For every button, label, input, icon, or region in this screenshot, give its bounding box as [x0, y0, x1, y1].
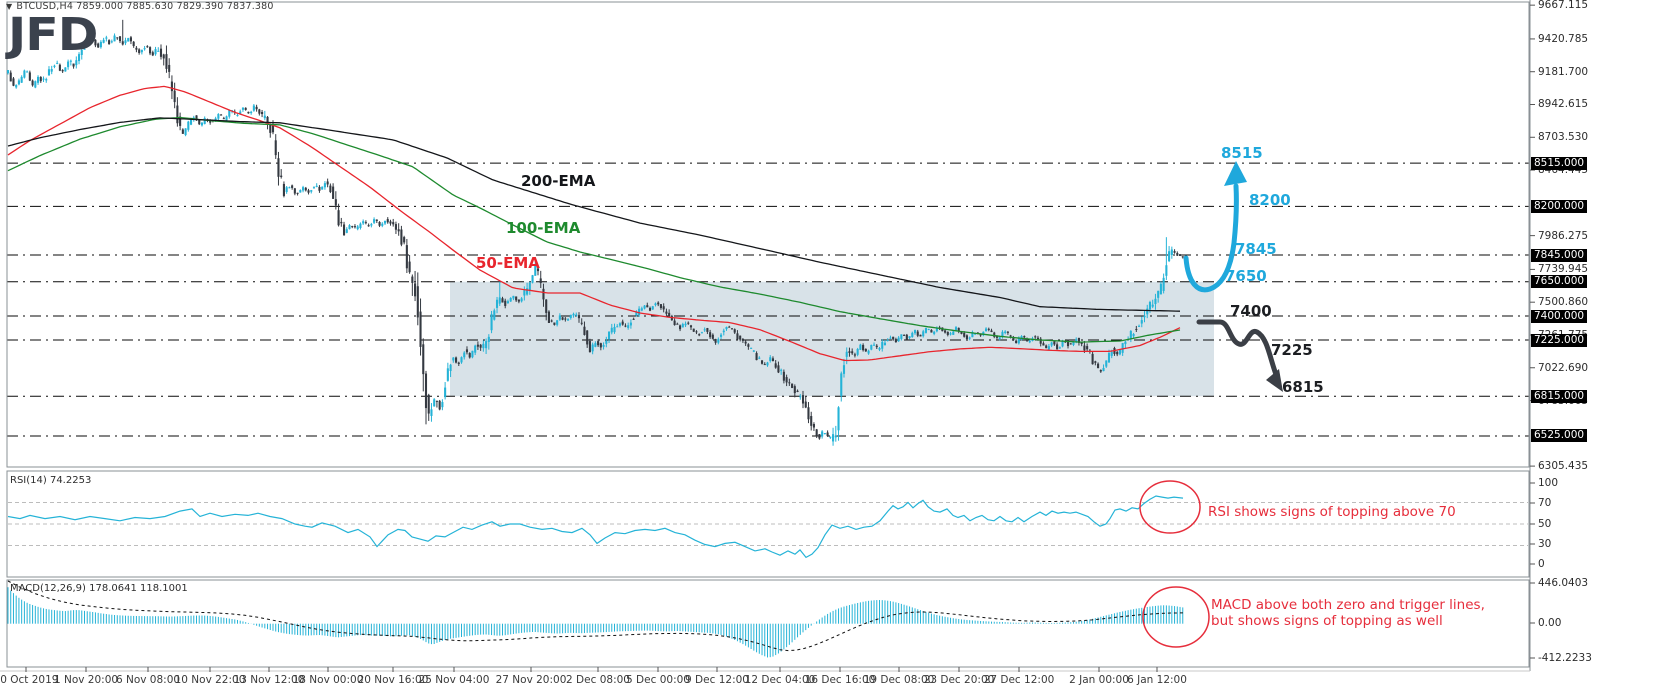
macd-signal-line — [7, 580, 1184, 652]
rsi-axis-label: 70 — [1538, 497, 1552, 509]
time-axis-label: 20 Nov 16:00 — [357, 674, 429, 686]
target-price-tag-6815[interactable]: 6815 — [1282, 378, 1324, 396]
time-axis-label: 12 Dec 04:00 — [744, 674, 816, 686]
time-axis-label: 18 Nov 00:00 — [292, 674, 364, 686]
target-price-tag-7845[interactable]: 7845 — [1235, 240, 1277, 258]
macd-annotation-note: MACD above both zero and trigger lines, … — [1211, 597, 1485, 629]
price-axis-label: 9420.785 — [1538, 32, 1589, 45]
price-axis-label: 9181.700 — [1538, 65, 1589, 78]
target-price-tag-7400[interactable]: 7400 — [1230, 302, 1272, 320]
price-axis-label-highlight: 8200.000 — [1531, 199, 1588, 213]
price-axis-label-highlight: 7650.000 — [1531, 275, 1588, 289]
time-axis-label: 23 Dec 20:00 — [923, 674, 995, 686]
time-axis-label: 9 Dec 12:00 — [685, 674, 749, 686]
rsi-indicator-label: RSI(14) 74.2253 — [10, 475, 92, 486]
time-axis-label: 6 Nov 08:00 — [115, 674, 181, 686]
target-price-tag-7225[interactable]: 7225 — [1271, 341, 1313, 359]
bearish-arrow-head-icon — [1266, 369, 1283, 392]
macd-indicator-label: MACD(12,26,9) 178.0641 118.1001 — [10, 583, 188, 594]
jfd-logo: JFD — [8, 8, 98, 62]
time-axis-label: 19 Dec 08:00 — [863, 674, 935, 686]
target-price-tag-8200[interactable]: 8200 — [1249, 191, 1291, 209]
target-price-tag-7650[interactable]: 7650 — [1225, 267, 1267, 285]
bullish-scenario-arrow[interactable] — [1183, 183, 1239, 293]
price-axis-label: 7739.945 — [1538, 263, 1589, 276]
price-axis-label-highlight: 6525.000 — [1531, 429, 1588, 443]
price-axis-label-highlight: 7845.000 — [1531, 248, 1588, 262]
bearish-scenario-arrow[interactable] — [1196, 319, 1280, 380]
rsi-axis-label: 30 — [1538, 538, 1552, 550]
panel-border-2 — [6, 579, 1530, 668]
ema-label-200-ema: 200-EMA — [521, 172, 596, 190]
rsi-axis-label: 50 — [1538, 518, 1552, 530]
price-axis-label: 7986.275 — [1538, 229, 1589, 242]
candlestick-series — [7, 19, 1184, 446]
price-axis-label-highlight: 7400.000 — [1531, 309, 1588, 323]
rsi-axis-label: 0 — [1538, 558, 1545, 570]
time-axis-label: 27 Nov 20:00 — [495, 674, 567, 686]
time-axis-label: 27 Dec 12:00 — [983, 674, 1055, 686]
price-axis-label: 8942.615 — [1538, 98, 1589, 111]
ema-line-200-EMA — [7, 117, 1181, 312]
macd-histogram — [7, 587, 1184, 658]
rsi-line — [7, 495, 1184, 559]
time-axis-label: 10 Nov 22:00 — [174, 674, 246, 686]
rsi-axis-label: 100 — [1538, 477, 1559, 489]
time-axis-label: 1 Nov 20:00 — [53, 674, 119, 686]
price-axis-label: 7022.690 — [1538, 361, 1589, 374]
ema-line-50-EMA — [7, 85, 1181, 362]
macd-axis-label: 446.0403 — [1538, 577, 1589, 589]
macd-note-line1: MACD above both zero and trigger lines, — [1211, 597, 1485, 613]
price-axis-label: 7500.860 — [1538, 296, 1589, 309]
time-axis-label: 6 Jan 12:00 — [1127, 674, 1187, 686]
rsi-topping-circle — [1139, 480, 1201, 534]
macd-note-line2: but shows signs of topping as well — [1211, 613, 1443, 629]
time-axis-label: 30 Oct 2019 — [0, 674, 59, 686]
support-zone-rect — [450, 281, 1214, 397]
price-axis-label: 6305.435 — [1538, 460, 1589, 473]
macd-topping-circle — [1142, 586, 1210, 648]
symbol-ohlc-text: BTCUSD,H4 7859.000 7885.630 7829.390 783… — [16, 1, 274, 12]
macd-axis-label: -412.2233 — [1538, 652, 1592, 664]
time-axis-label: 2 Dec 08:00 — [566, 674, 630, 686]
time-axis-label: 5 Dec 00:00 — [626, 674, 690, 686]
price-axis-label: 9667.115 — [1538, 0, 1589, 12]
bullish-arrow-head-icon — [1224, 161, 1247, 186]
symbol-info-bar[interactable]: ▼ BTCUSD,H4 7859.000 7885.630 7829.390 78… — [6, 1, 274, 12]
macd-axis-label: 0.00 — [1538, 617, 1562, 629]
panel-border-1 — [6, 470, 1530, 578]
panel-border-0 — [6, 1, 1530, 468]
price-axis-label-highlight: 8515.000 — [1531, 156, 1588, 170]
ema-label-50-ema: 50-EMA — [476, 254, 540, 272]
rsi-annotation-note: RSI shows signs of topping above 70 — [1208, 504, 1456, 520]
time-axis-label: 25 Nov 04:00 — [418, 674, 490, 686]
price-axis-label-highlight: 6815.000 — [1531, 389, 1588, 403]
symbol-dropdown-icon[interactable]: ▼ — [6, 2, 13, 11]
time-axis-label: 16 Dec 16:00 — [804, 674, 876, 686]
price-axis-label-highlight: 7225.000 — [1531, 333, 1588, 347]
ema-label-100-ema: 100-EMA — [506, 219, 581, 237]
price-axis-label: 8703.530 — [1538, 131, 1589, 144]
target-price-tag-8515[interactable]: 8515 — [1221, 144, 1263, 162]
time-axis-label: 2 Jan 00:00 — [1069, 674, 1129, 686]
time-axis-label: 13 Nov 12:00 — [233, 674, 305, 686]
